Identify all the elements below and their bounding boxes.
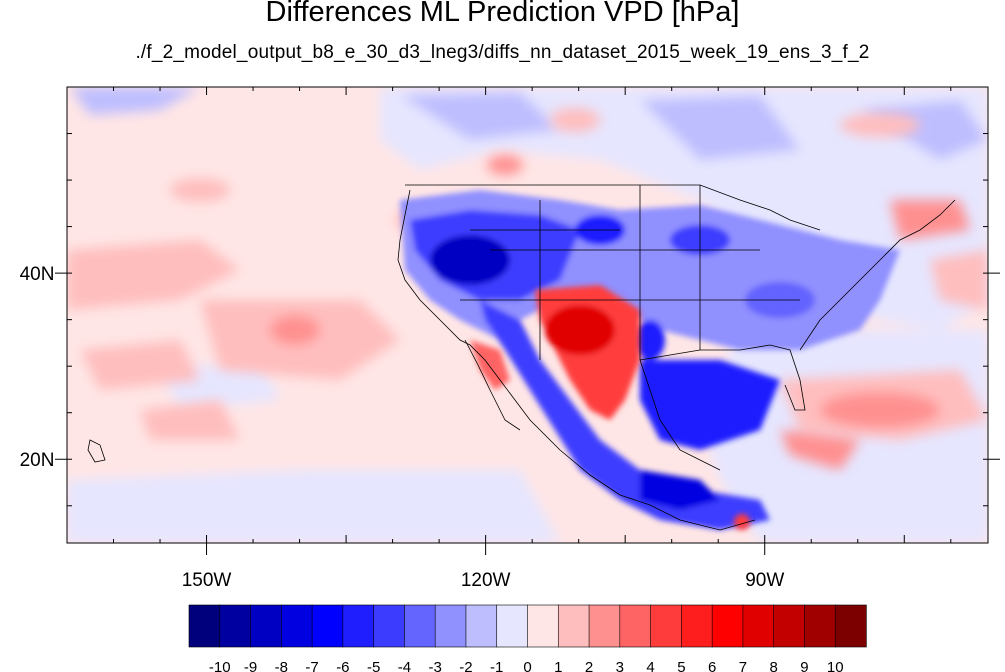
colorbar-swatch (311, 604, 344, 648)
colorbar-label: -1 (490, 659, 503, 672)
colorbar-label: -7 (305, 659, 318, 672)
colorbar-label: 0 (523, 659, 531, 672)
colorbar-label: -8 (275, 659, 288, 672)
colorbar-label: 10 (827, 659, 844, 672)
field-patches-pink (67, 108, 988, 470)
field-patches-red (470, 285, 750, 530)
map-title: Differences ML Prediction VPD [hPa] (265, 0, 740, 28)
lat-tick-label: 20N (20, 450, 55, 471)
axis-ticks: 150W 120W 90W 40N 20N (20, 86, 1000, 591)
colorbar-swatch (250, 604, 283, 648)
colorbar-label: -10 (209, 659, 231, 672)
colorbar-label: -6 (336, 659, 349, 672)
colorbar-swatch (804, 604, 836, 648)
colorbar-swatch (434, 604, 467, 648)
colorbar-label: -3 (429, 659, 442, 672)
colorbar-label: 1 (554, 659, 562, 672)
colorbar-label: 8 (770, 659, 778, 672)
colorbar-label: 4 (646, 659, 654, 672)
colorbar-swatch (373, 604, 406, 648)
colorbar-label: 7 (739, 659, 747, 672)
plot-frame (66, 86, 989, 544)
colorbar-swatch (557, 604, 590, 648)
lon-tick-label: 120W (461, 570, 511, 591)
colorbar-swatch (465, 604, 498, 648)
colorbar-label: -9 (244, 659, 257, 672)
colorbar-label: 2 (585, 659, 593, 672)
colorbar-swatch (742, 604, 775, 648)
colorbar-swatch (527, 604, 559, 648)
colorbar-swatch (619, 604, 652, 648)
colorbar-swatch (711, 604, 744, 648)
colorbar-swatch (588, 604, 621, 648)
lat-tick-label: 40N (20, 264, 55, 285)
colorbar-swatch (342, 604, 375, 648)
colorbar-label: 9 (800, 659, 808, 672)
colorbar-swatch (834, 604, 867, 648)
colorbar-label: 3 (616, 659, 624, 672)
colorbar-label: 6 (708, 659, 716, 672)
colorbar-swatch (188, 604, 221, 648)
colorbar-swatch (773, 604, 806, 648)
map-subtitle: ./f_2_model_output_b8_e_30_d3_lneg3/diff… (135, 42, 870, 63)
colorbar-label: -4 (398, 659, 411, 672)
map-field (67, 87, 988, 543)
colorbar-label: 5 (677, 659, 685, 672)
colorbar-swatch (496, 604, 529, 648)
coastlines (87, 184, 956, 531)
colorbar-swatch (281, 604, 313, 648)
colorbar-swatch (681, 604, 713, 648)
lon-tick-label: 150W (182, 570, 232, 591)
colorbar-label: -5 (367, 659, 380, 672)
colorbar: -10 -9 -8 -7 -6 -5 -4 -3 -2 -1 0 1 2 3 4 5 6 7 8 9 10 (188, 604, 867, 672)
colorbar-label: -2 (459, 659, 472, 672)
lon-tick-label: 90W (745, 570, 784, 591)
colorbar-swatch (219, 604, 252, 648)
colorbar-swatch (650, 604, 683, 648)
colorbar-swatch (404, 604, 436, 648)
